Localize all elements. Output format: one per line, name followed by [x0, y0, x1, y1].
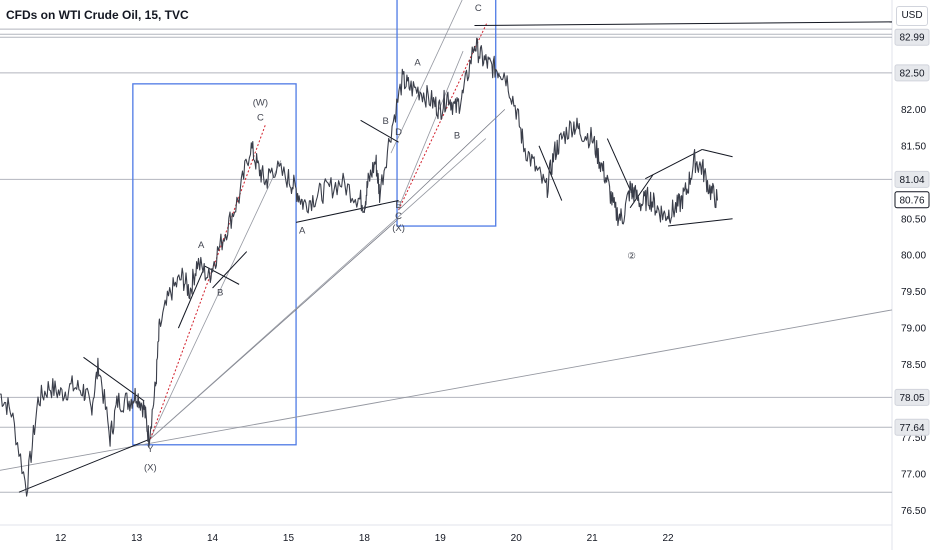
y-tick-label: 79.00: [901, 324, 926, 335]
wave-box: [132, 83, 297, 446]
trend-line: [295, 200, 399, 223]
price-tag: [894, 64, 930, 82]
x-tick-label: 21: [587, 533, 599, 544]
wave-label: B: [217, 287, 223, 298]
price-tag-label: 82.99: [899, 33, 924, 44]
y-tick-label: 76.50: [901, 506, 926, 517]
x-tick-label: 13: [131, 533, 143, 544]
trend-line: [474, 21, 893, 27]
x-tick-label: 14: [207, 533, 219, 544]
wave-label: Y: [147, 444, 154, 455]
y-tick-label: 82.00: [901, 105, 926, 116]
price-tag: [894, 388, 930, 406]
wave-label: (W): [253, 98, 268, 109]
wave-label: (X): [144, 462, 157, 473]
x-tick-label: 12: [55, 533, 67, 544]
wave-label: B: [382, 116, 388, 127]
trend-line: [360, 119, 399, 143]
wave-box: [396, 0, 497, 227]
fan-line-red: [149, 123, 267, 440]
chart-title: CFDs on WTI Crude Oil, 15, TVC: [6, 8, 189, 22]
currency-button[interactable]: USD: [896, 6, 928, 26]
price-tag-label: 77.64: [899, 423, 924, 434]
wave-label: D: [395, 127, 402, 138]
wave-label: A: [198, 240, 205, 251]
x-tick-label: 19: [435, 533, 447, 544]
price-tag-label: 82.50: [899, 68, 924, 79]
wave-label: C: [395, 211, 402, 222]
fan-line: [149, 160, 282, 440]
price-tag: [894, 28, 930, 46]
wave-label: (X): [392, 223, 405, 234]
y-tick-label: 79.50: [901, 287, 926, 298]
price-tag-label: 81.04: [899, 175, 924, 186]
y-tick-label: 80.00: [901, 251, 926, 262]
price-tag: [894, 170, 930, 188]
price-tag: [894, 418, 930, 436]
wave-label: ②: [627, 251, 636, 262]
wave-label: A: [299, 225, 306, 236]
x-tick-label: 18: [359, 533, 371, 544]
fan-line: [390, 0, 463, 154]
fan-line: [398, 109, 506, 211]
price-tag-label: 80.76: [899, 195, 924, 206]
x-tick-label: 20: [511, 533, 523, 544]
trend-line: [645, 149, 703, 180]
trend-line: [177, 265, 206, 329]
price-tag-label: 78.05: [899, 393, 924, 404]
y-tick-label: 80.50: [901, 214, 926, 225]
trend-line: [212, 251, 248, 289]
trend-line: [18, 438, 151, 493]
x-tick-label: 15: [283, 533, 295, 544]
trend-line: [538, 145, 563, 201]
wave-label: C: [257, 112, 264, 123]
trend-line: [204, 265, 240, 285]
y-tick-label: 77.50: [901, 433, 926, 444]
price-series-line: [0, 37, 718, 497]
trend-line: [606, 138, 631, 190]
wave-label: E: [395, 200, 401, 211]
y-tick-label: 81.50: [901, 141, 926, 152]
wave-label: A: [414, 58, 421, 69]
fan-line: [150, 138, 487, 440]
trend-line: [83, 356, 145, 402]
price-tag: [894, 191, 930, 209]
trend-line: [702, 148, 733, 158]
x-tick-label: 22: [662, 533, 674, 544]
trend-line: [0, 309, 893, 471]
fan-line: [398, 50, 464, 208]
wave-label: B: [454, 131, 460, 142]
y-tick-label: 78.50: [901, 360, 926, 371]
trend-line: [667, 218, 733, 227]
fan-line-red: [398, 21, 488, 211]
wave-label: C: [475, 3, 482, 14]
y-tick-label: 77.00: [901, 469, 926, 480]
